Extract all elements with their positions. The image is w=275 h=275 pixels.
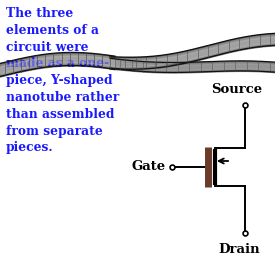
Text: Source: Source (211, 83, 263, 96)
Text: Drain: Drain (218, 243, 260, 256)
Text: The three
elements of a
circuit were
made as a one-
piece, Y-shaped
nanotube rat: The three elements of a circuit were mad… (6, 7, 119, 154)
Text: Gate: Gate (132, 160, 166, 172)
